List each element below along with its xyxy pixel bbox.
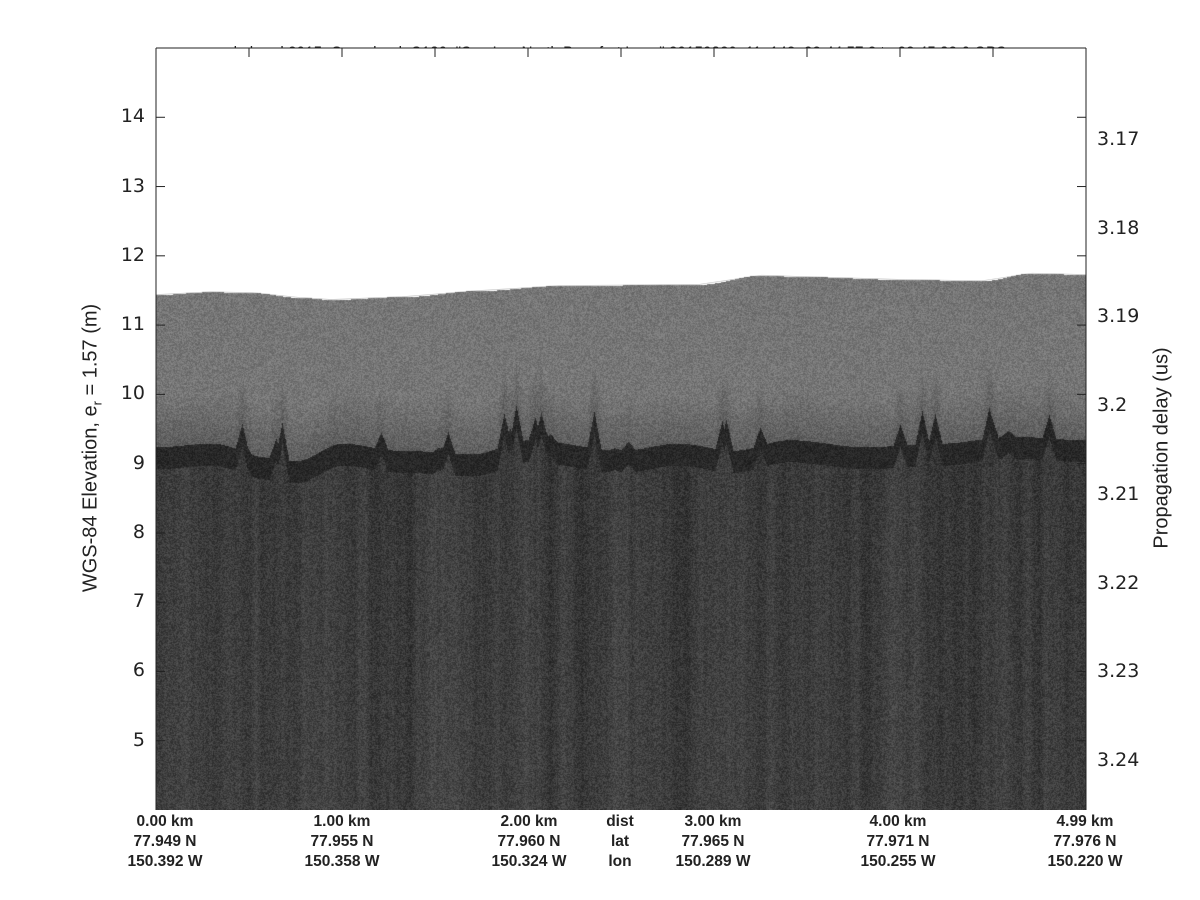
x-tick-lon: 150.324 W <box>491 853 567 870</box>
radar-echogram <box>156 48 1086 810</box>
x-tick-lat: 77.955 N <box>310 833 374 850</box>
y-tick-label: 7 <box>132 590 145 613</box>
x-tick-dist: 3.00 km <box>684 813 742 830</box>
x-row-labels: dist lat lon <box>606 812 634 872</box>
x-tick-dist: 4.00 km <box>869 813 927 830</box>
x-tick-dist: 0.00 km <box>136 813 194 830</box>
x-tick-lon: 150.255 W <box>860 853 936 870</box>
y-tick-label: 9 <box>132 451 145 474</box>
x-tick-label-group: 3.00 km 77.965 N 150.289 W <box>676 812 751 872</box>
right-y-tick-label: 3.18 <box>1097 216 1140 239</box>
x-tick-dist: 1.00 km <box>313 813 371 830</box>
y-tick-label: 14 <box>120 105 145 128</box>
y-tick-label: 12 <box>120 243 145 266</box>
y-tick-label: 10 <box>120 382 145 405</box>
x-tick-lat: 77.976 N <box>1053 833 1117 850</box>
dist-row-label: dist <box>606 813 634 830</box>
x-tick-label-group: 4.00 km 77.971 N 150.255 W <box>861 812 936 872</box>
x-tick-dist: 2.00 km <box>500 813 558 830</box>
y-tick-label: 11 <box>120 313 145 336</box>
x-tick-lon: 150.289 W <box>675 853 751 870</box>
x-tick-label-group: 2.00 km 77.960 N 150.324 W <box>492 812 567 872</box>
x-tick-lat: 77.960 N <box>497 833 561 850</box>
right-y-axis-label: Propagation delay (us) <box>1150 347 1173 549</box>
x-tick-lat: 77.949 N <box>133 833 197 850</box>
x-tick-label-group: 4.99 km 77.976 N 150.220 W <box>1048 812 1123 872</box>
right-y-tick-label: 3.2 <box>1097 394 1128 417</box>
right-y-tick-label: 3.24 <box>1097 748 1140 771</box>
x-tick-label-group: 1.00 km 77.955 N 150.358 W <box>305 812 380 872</box>
lon-row-label: lon <box>608 853 632 870</box>
x-tick-lon: 150.220 W <box>1047 853 1123 870</box>
y-tick-label: 13 <box>120 174 145 197</box>
x-tick-label-group: 0.00 km 77.949 N 150.392 W <box>128 812 203 872</box>
right-y-tick-label: 3.23 <box>1097 660 1140 683</box>
right-y-tick-label: 3.21 <box>1097 482 1140 505</box>
x-tick-lat: 77.971 N <box>866 833 930 850</box>
x-tick-dist: 4.99 km <box>1056 813 1114 830</box>
x-tick-lon: 150.358 W <box>304 853 380 870</box>
right-y-tick-label: 3.22 <box>1097 571 1140 594</box>
right-y-tick-label: 3.19 <box>1097 305 1140 328</box>
lat-row-label: lat <box>610 833 630 850</box>
y-tick-label: 6 <box>132 659 145 682</box>
x-tick-lat: 77.965 N <box>681 833 745 850</box>
y-tick-label: 8 <box>132 520 145 543</box>
right-y-tick-label: 3.17 <box>1097 128 1140 150</box>
y-tick-label: 5 <box>132 728 145 751</box>
surface-line <box>155 272 1087 300</box>
x-tick-lon: 150.392 W <box>127 853 203 870</box>
y-axis-label: WGS-84 Elevation, er = 1.57 (m) <box>79 303 105 593</box>
